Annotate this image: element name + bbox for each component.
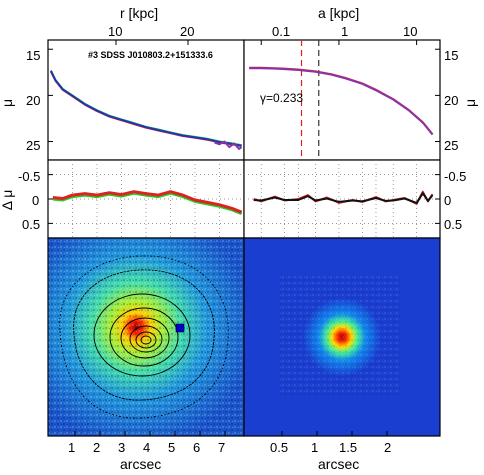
image-left-contours: [59, 255, 229, 419]
residual-left-lines: [52, 190, 243, 215]
bottom-left-tick-2: 2: [93, 440, 100, 455]
residual-left-series-1: [52, 190, 243, 214]
image-right-panel: [243, 237, 441, 437]
residual-left-grid: [48, 160, 244, 238]
profile-left-annotation: #3 SDSS J010803.2+151333.6: [88, 50, 213, 60]
profile-right-annotation: γ=0.233: [260, 91, 303, 105]
profile-left-series-2: [49, 70, 242, 147]
profile-right-lines: [249, 40, 434, 160]
residual-right-panel: [243, 159, 441, 239]
bottom-left-tick-4: 4: [143, 440, 150, 455]
image-left-panel: [47, 237, 245, 437]
bottom-right-tick-0-5: 0.5: [270, 440, 288, 455]
residual-right-ytick-05: 0.5: [444, 217, 462, 232]
profile-right-ytick-25: 25: [444, 138, 458, 153]
bottom-left-tick-3: 3: [118, 440, 125, 455]
residual-right-grid: [244, 160, 440, 238]
top-right-tick-1: 1: [341, 24, 348, 39]
profile-left-ytick-20: 20: [26, 93, 40, 108]
bottom-right-tick-1-5: 1.5: [339, 440, 357, 455]
residual-right-series-1: [253, 192, 434, 204]
residual-left-ytick-m05: -0.5: [18, 169, 40, 184]
profile-right-ytick-15: 15: [444, 48, 458, 63]
bottom-left-tick-5: 5: [168, 440, 175, 455]
profile-right-ytick-20: 20: [444, 93, 458, 108]
residual-left-ylabel: Δ μ: [0, 190, 15, 211]
residual-right-frame: [243, 159, 441, 239]
top-left-tick-10: 10: [108, 24, 122, 39]
residual-right-ytick-0: 0: [444, 193, 451, 208]
bottom-right-tick-2: 2: [384, 440, 391, 455]
profile-left-ytick-25: 25: [26, 138, 40, 153]
residual-right-lines: [253, 190, 434, 205]
residual-left-frame: [47, 159, 245, 239]
profile-left-ylabel: μ: [0, 99, 15, 107]
residual-left-ytick-0: 0: [32, 193, 39, 208]
residual-left-ytick-05: 0.5: [22, 217, 40, 232]
profile-left-ytick-15: 15: [26, 48, 40, 63]
bottom-left-tick-7: 7: [218, 440, 225, 455]
bottom-right-tick-1: 1: [311, 440, 318, 455]
profile-right-ylabel: μ: [462, 99, 478, 107]
profile-right-series-1: [249, 67, 434, 136]
image-right-frame: [243, 237, 441, 437]
image-right-noise: [280, 275, 400, 395]
profile-left-lines: [49, 70, 243, 150]
bottom-left-tick-6: 6: [193, 440, 200, 455]
profile-left-panel: #3 SDSS J010803.2+151333.6: [47, 39, 245, 161]
residual-right-ytick-m05: -0.5: [444, 169, 466, 184]
image-left-noise: [48, 238, 244, 436]
profile-right-panel: γ=0.233: [243, 39, 441, 161]
image-left-marker: [175, 323, 185, 333]
profile-left-series-3: [214, 140, 243, 150]
tick-marks: [48, 40, 440, 436]
residual-left-panel: [47, 159, 245, 239]
top-left-tick-20: 20: [180, 24, 194, 39]
bottom-right-xlabel: arcsec: [318, 456, 359, 472]
top-right-tick-10: 10: [403, 24, 417, 39]
bottom-left-xlabel: arcsec: [120, 456, 161, 472]
bottom-left-tick-1: 1: [68, 440, 75, 455]
top-left-axis-label: r [kpc]: [120, 5, 158, 21]
top-right-axis-label: a [kpc]: [318, 5, 359, 21]
top-right-tick-0-1: 0.1: [272, 24, 290, 39]
